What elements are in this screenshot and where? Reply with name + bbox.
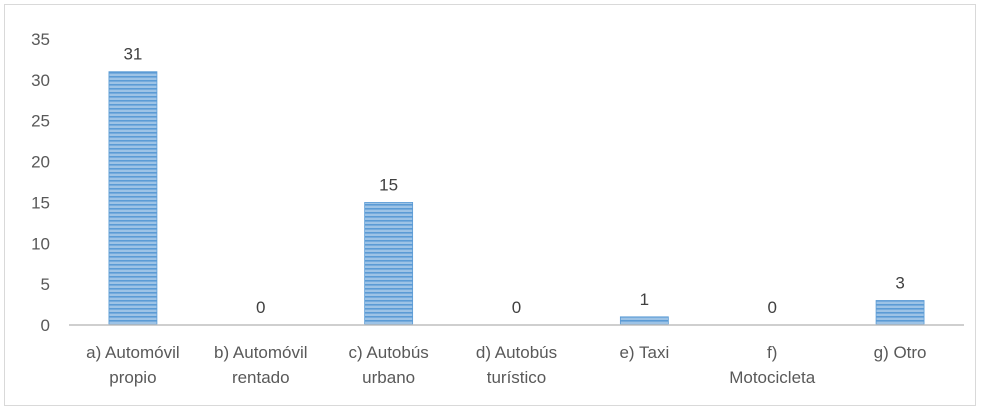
category-label: f) Motocicleta: [729, 343, 816, 387]
y-tick-label: 0: [41, 316, 50, 335]
y-tick-label: 5: [41, 275, 50, 294]
data-label: 31: [123, 45, 142, 64]
chart-frame: [4, 4, 976, 406]
category-label: g) Otro: [874, 343, 927, 362]
data-label: 15: [379, 175, 398, 194]
y-tick-label: 35: [31, 30, 50, 49]
category-labels: a) Automóvil propio b) Automóvil rentado c) …: [86, 343, 926, 387]
category-label: e) Taxi: [619, 343, 669, 362]
y-tick-label: 25: [31, 112, 50, 131]
bars: [108, 71, 925, 326]
category-label: c) Autobús urbano: [348, 343, 428, 387]
bar: [875, 300, 925, 326]
data-labels: 31 0 15 0 1 0 3: [123, 45, 904, 317]
data-label: 3: [895, 273, 904, 292]
category-label: b) Automóvil rentado: [214, 343, 308, 387]
y-axis-ticks: 0 5 10 15 20 25 30 35: [31, 30, 50, 335]
bar: [364, 202, 414, 326]
y-tick-label: 15: [31, 193, 50, 212]
data-label: 0: [512, 298, 521, 317]
category-label: d) Autobús turístico: [476, 343, 557, 387]
bar: [108, 71, 158, 326]
data-label: 1: [640, 290, 649, 309]
y-tick-label: 20: [31, 153, 50, 172]
y-tick-label: 30: [31, 71, 50, 90]
data-label: 0: [256, 298, 265, 317]
data-label: 0: [767, 298, 776, 317]
y-tick-label: 10: [31, 234, 50, 253]
category-label: a) Automóvil propio: [86, 343, 180, 387]
bar: [619, 316, 669, 326]
